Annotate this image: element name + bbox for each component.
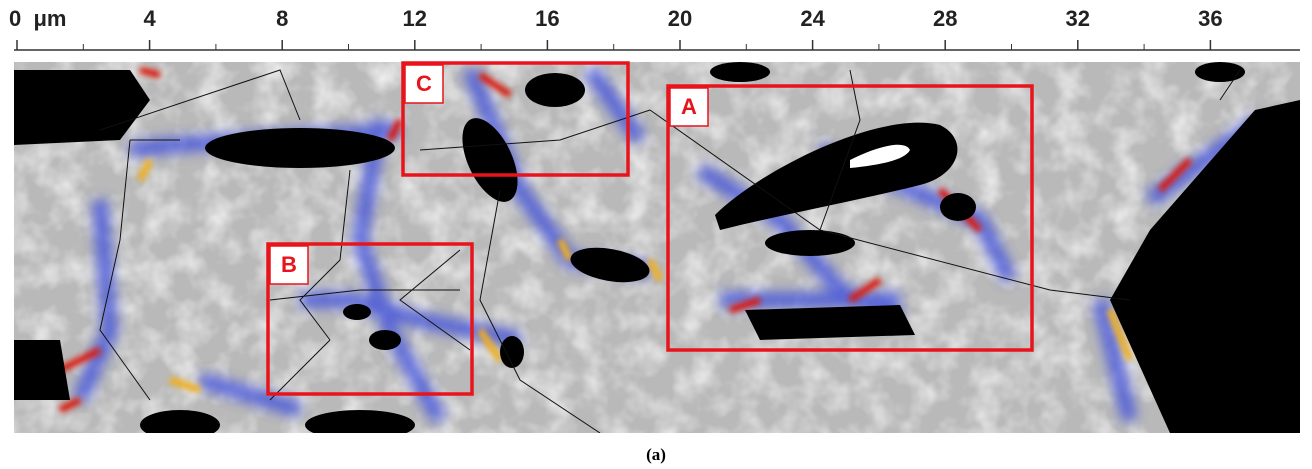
- ruler-tick-label: 4: [143, 6, 156, 31]
- region-label: C: [416, 71, 432, 96]
- region-label: B: [281, 252, 297, 277]
- ruler-tick-label: 20: [668, 6, 692, 31]
- region-label: A: [681, 94, 697, 119]
- ruler-tick-label: 0 μm: [9, 6, 66, 31]
- ruler-tick-label: 16: [535, 6, 559, 31]
- scale-ruler: 0 μm 4 8 12 16 20 24 28 32 36: [9, 6, 1300, 50]
- figure: 0 μm 4 8 12 16 20 24 28 32 36: [0, 0, 1312, 469]
- ruler-tick-label: 36: [1198, 6, 1222, 31]
- ruler-tick-label: 8: [276, 6, 288, 31]
- ruler-tick-label: 32: [1066, 6, 1090, 31]
- ruler-tick-label: 12: [403, 6, 427, 31]
- caption: (a): [646, 445, 666, 464]
- ruler-tick-label: 24: [800, 6, 825, 31]
- micrograph-map: [14, 62, 1300, 440]
- ruler-tick-label: 28: [933, 6, 957, 31]
